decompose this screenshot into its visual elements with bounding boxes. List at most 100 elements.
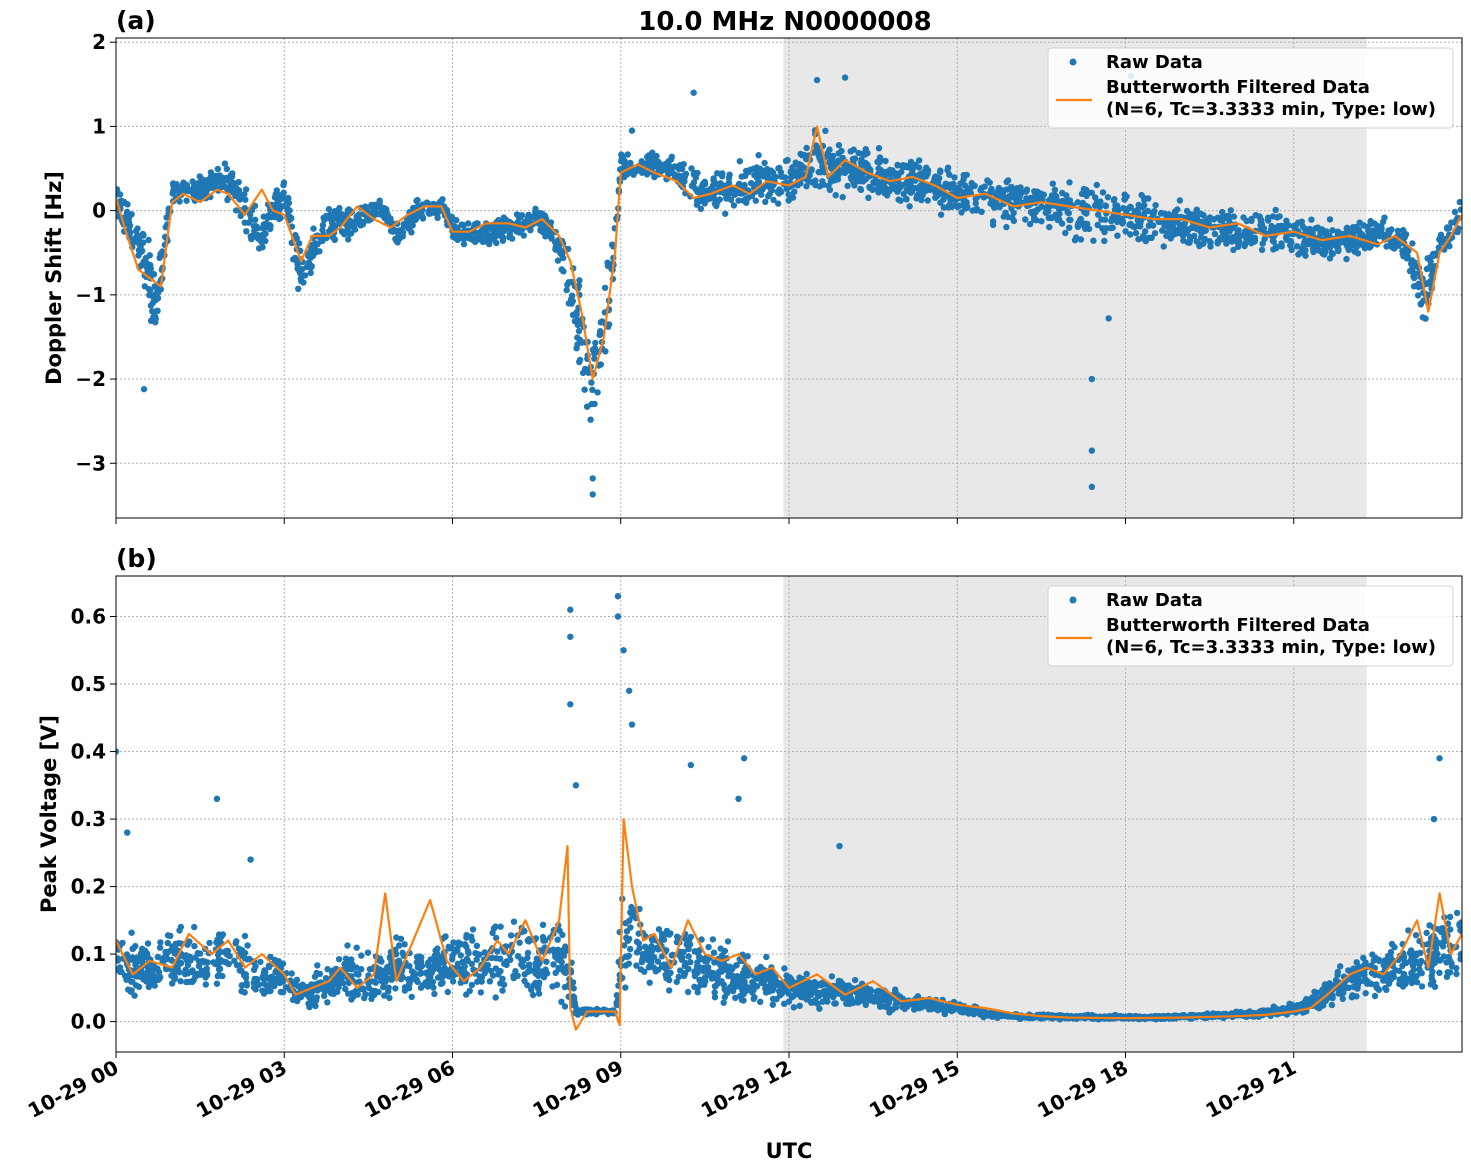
raw-data-point — [280, 182, 286, 188]
raw-data-point — [858, 159, 864, 165]
raw-data-point — [200, 177, 206, 183]
raw-data-point — [776, 186, 782, 192]
raw-data-point — [932, 174, 938, 180]
raw-data-point — [1023, 195, 1029, 201]
raw-data-point — [922, 1002, 928, 1008]
raw-data-point — [224, 166, 230, 172]
raw-data-point — [1268, 226, 1274, 232]
raw-data-point — [155, 295, 161, 301]
raw-data-point — [1094, 182, 1100, 188]
raw-data-point — [948, 204, 954, 210]
raw-data-point — [631, 168, 637, 174]
raw-data-point — [1453, 971, 1459, 977]
raw-data-point — [525, 950, 531, 956]
raw-data-point — [399, 950, 405, 956]
raw-data-point — [370, 978, 376, 984]
raw-data-point — [1400, 983, 1406, 989]
raw-data-point — [1031, 216, 1037, 222]
raw-data-point — [1321, 251, 1327, 257]
legend-label-raw: Raw Data — [1106, 52, 1203, 73]
raw-data-point — [157, 939, 163, 945]
raw-data-point — [1168, 235, 1174, 241]
raw-data-point — [125, 986, 131, 992]
raw-data-point — [252, 217, 258, 223]
raw-data-point — [675, 173, 681, 179]
raw-data-point — [1317, 227, 1323, 233]
raw-data-point — [409, 214, 415, 220]
raw-data-outlier-point — [590, 475, 596, 481]
raw-data-point — [692, 968, 698, 974]
raw-data-point — [150, 981, 156, 987]
raw-data-point — [511, 919, 517, 925]
raw-data-point — [822, 128, 828, 134]
raw-data-point — [352, 221, 358, 227]
raw-data-point — [386, 995, 392, 1001]
raw-data-point — [1273, 207, 1279, 213]
raw-data-point — [229, 173, 235, 179]
legend-marker-raw — [1070, 59, 1077, 66]
raw-data-point — [770, 1002, 776, 1008]
raw-data-point — [576, 359, 582, 365]
raw-data-point — [281, 190, 287, 196]
raw-data-point — [1428, 259, 1434, 265]
raw-data-point — [689, 183, 695, 189]
raw-data-point — [261, 221, 267, 227]
raw-data-point — [596, 332, 602, 338]
raw-data-point — [543, 959, 549, 965]
raw-data-point — [434, 209, 440, 215]
raw-data-point — [1402, 234, 1408, 240]
raw-data-point — [345, 236, 351, 242]
raw-data-point — [1360, 955, 1366, 961]
raw-data-point — [427, 969, 433, 975]
raw-data-point — [390, 228, 396, 234]
raw-data-point — [1000, 187, 1006, 193]
raw-data-point — [836, 142, 842, 148]
raw-data-point — [1447, 914, 1453, 920]
raw-data-point — [449, 215, 455, 221]
raw-data-point — [964, 205, 970, 211]
raw-data-point — [412, 976, 418, 982]
raw-data-point — [756, 173, 762, 179]
raw-data-point — [243, 186, 249, 192]
raw-data-point — [1329, 227, 1335, 233]
raw-data-point — [1066, 225, 1072, 231]
raw-data-point — [134, 225, 140, 231]
raw-data-point — [1105, 194, 1111, 200]
raw-data-point — [502, 226, 508, 232]
raw-data-point — [1433, 945, 1439, 951]
raw-data-point — [705, 944, 711, 950]
raw-data-point — [1330, 251, 1336, 257]
raw-data-point — [856, 150, 862, 156]
raw-data-point — [478, 989, 484, 995]
raw-data-point — [220, 175, 226, 181]
raw-data-point — [649, 948, 655, 954]
raw-data-point — [1329, 1002, 1335, 1008]
raw-data-point — [525, 938, 531, 944]
raw-data-point — [808, 167, 814, 173]
raw-data-point — [1139, 204, 1145, 210]
raw-data-point — [754, 164, 760, 170]
figure-title: 10.0 MHz N0000008 — [638, 7, 931, 37]
raw-data-point — [201, 959, 207, 965]
raw-data-point — [1436, 970, 1442, 976]
raw-data-point — [1454, 910, 1460, 916]
raw-data-point — [643, 161, 649, 167]
raw-data-point — [206, 940, 212, 946]
raw-data-point — [1271, 238, 1277, 244]
raw-data-point — [1046, 224, 1052, 230]
raw-data-point — [285, 195, 291, 201]
raw-data-point — [550, 961, 556, 967]
raw-data-point — [553, 244, 559, 250]
raw-data-point — [701, 965, 707, 971]
raw-data-point — [705, 972, 711, 978]
raw-data-point — [1361, 972, 1367, 978]
raw-data-point — [1366, 243, 1372, 249]
raw-data-point — [1375, 985, 1381, 991]
raw-data-point — [1201, 218, 1207, 224]
raw-data-point — [1203, 227, 1209, 233]
raw-data-point — [758, 192, 764, 198]
raw-data-point — [289, 970, 295, 976]
